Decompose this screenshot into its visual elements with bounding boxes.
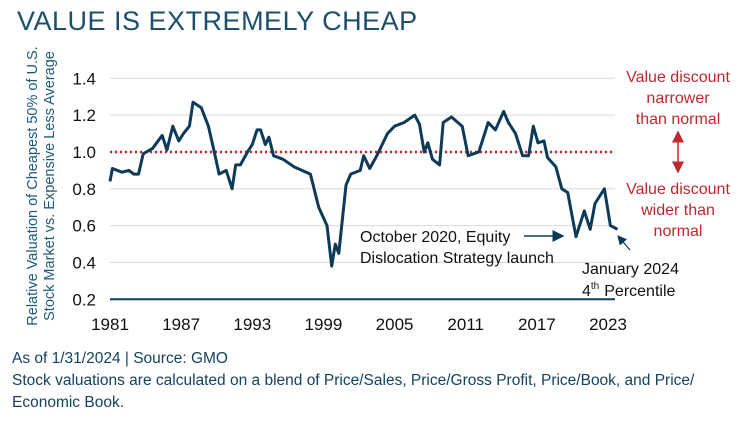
wider-line-3: normal xyxy=(654,223,703,240)
annotation-latest-line-1: January 2024 xyxy=(582,261,679,278)
narrower-line-2: narrower xyxy=(646,90,710,107)
x-tick-label: 1987 xyxy=(162,315,200,334)
y-tick-label: 0.4 xyxy=(72,253,96,272)
x-tick-labels: 1981 1987 1993 1999 2005 2011 2017 2023 xyxy=(91,315,627,334)
wider-line-1: Value discount xyxy=(626,181,730,198)
x-tick-label: 2017 xyxy=(518,315,556,334)
x-tick-label: 1999 xyxy=(305,315,343,334)
annotation-latest: January 2024 4th Percentile xyxy=(582,261,679,300)
narrower-line-1: Value discount xyxy=(626,69,730,86)
annotation-wider: Value discount wider than normal xyxy=(626,181,730,240)
annotation-launch-line-2: Dislocation Strategy launch xyxy=(360,250,554,267)
x-tick-label: 2005 xyxy=(376,315,414,334)
x-tick-label: 1993 xyxy=(233,315,271,334)
y-tick-labels: 0.2 0.4 0.6 0.8 1.0 1.2 1.4 xyxy=(72,69,96,309)
annotation-launch-line-1: October 2020, Equity xyxy=(360,229,510,246)
annotation-latest-number: 4 xyxy=(582,283,591,300)
methodology-note-line-1: Stock valuations are calculated on a ble… xyxy=(12,372,695,389)
x-tick-label: 2011 xyxy=(447,315,484,334)
y-axis-label-line-1: Relative Valuation of Cheapest 50% of U.… xyxy=(25,46,41,325)
gridlines xyxy=(110,77,615,301)
annotation-latest-percentile: Percentile xyxy=(604,283,675,300)
y-axis-label: Relative Valuation of Cheapest 50% of U.… xyxy=(25,46,58,325)
annotation-narrower: Value discount narrower than normal xyxy=(626,69,730,128)
latest-arrow-icon xyxy=(617,235,631,251)
y-tick-label: 0.6 xyxy=(72,217,96,236)
wider-line-2: wider than xyxy=(640,202,715,219)
y-axis-label-line-2: Stock Market vs. Expensive Less Average xyxy=(42,51,58,321)
methodology-note-line-2: Economic Book. xyxy=(12,394,124,411)
chart: 0.2 0.4 0.6 0.8 1.0 1.2 1.4 1981 1987 1993 1999 20… xyxy=(25,46,730,334)
narrower-line-3: than normal xyxy=(636,111,721,128)
source-note: As of 1/31/2024 | Source: GMO xyxy=(12,350,228,367)
chart-title: VALUE IS EXTREMELY CHEAP xyxy=(17,6,418,36)
y-tick-label: 1.2 xyxy=(72,106,96,125)
y-tick-label: 1.0 xyxy=(72,143,96,162)
y-tick-label: 0.8 xyxy=(72,180,96,199)
y-tick-label: 0.2 xyxy=(72,290,96,309)
y-tick-label: 1.4 xyxy=(72,69,96,88)
annotation-launch: October 2020, Equity Dislocation Strateg… xyxy=(360,229,554,267)
annotation-latest-suffix: th xyxy=(591,281,599,292)
x-tick-label: 2023 xyxy=(589,315,627,334)
series-line xyxy=(108,100,619,268)
x-tick-label: 1981 xyxy=(91,315,129,334)
